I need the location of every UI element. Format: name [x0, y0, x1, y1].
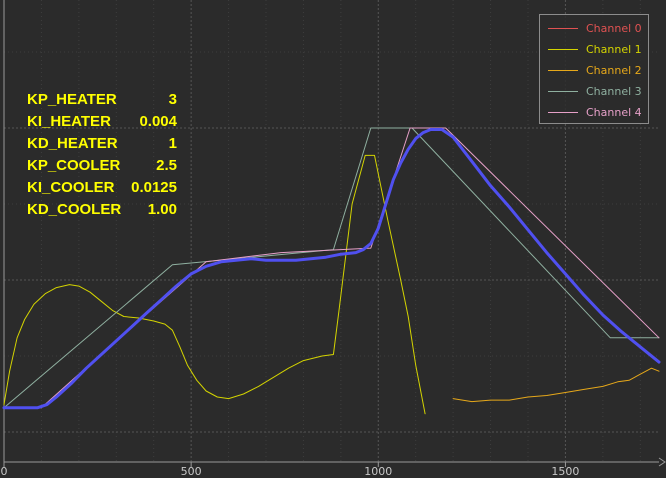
- param-name: KI_HEATER: [27, 113, 111, 130]
- param-value: 3: [168, 91, 177, 108]
- pid-parameters: KP_HEATER 3 KI_HEATER 0.004 KD_HEATER 1 …: [27, 89, 177, 221]
- x-axis-arrow: [658, 457, 666, 467]
- legend-label: Channel 2: [586, 64, 642, 77]
- param-row: KD_COOLER 1.00: [27, 199, 177, 221]
- param-value: 0.0125: [131, 179, 177, 196]
- chart-legend: Channel 0 Channel 1 Channel 2 Channel 3 …: [539, 14, 649, 124]
- param-row: KD_HEATER 1: [27, 133, 177, 155]
- param-value: 2.5: [156, 157, 177, 174]
- param-value: 1: [168, 135, 177, 152]
- param-row: KP_HEATER 3: [27, 89, 177, 111]
- param-row: KI_HEATER 0.004: [27, 111, 177, 133]
- series-line: [3, 154, 426, 415]
- legend-label: Channel 3: [586, 85, 642, 98]
- series-lines: [2, 127, 661, 415]
- param-name: KD_HEATER: [27, 135, 118, 152]
- legend-label: Channel 4: [586, 106, 642, 119]
- legend-swatch: [548, 49, 578, 50]
- param-value: 0.004: [139, 113, 177, 130]
- x-tick-label: 1000: [364, 465, 392, 478]
- legend-item-channel-3[interactable]: Channel 3: [540, 81, 648, 102]
- axes: [3, 0, 666, 467]
- legend-swatch: [548, 91, 578, 92]
- param-name: KI_COOLER: [27, 179, 115, 196]
- legend-item-channel-4[interactable]: Channel 4: [540, 102, 648, 123]
- series-line: [2, 128, 661, 410]
- series-line: [3, 127, 660, 409]
- x-tick-label: 500: [181, 465, 202, 478]
- legend-item-channel-0[interactable]: Channel 0: [540, 18, 648, 39]
- param-row: KP_COOLER 2.5: [27, 155, 177, 177]
- x-tick-label: 1500: [551, 465, 579, 478]
- legend-swatch: [548, 70, 578, 71]
- legend-label: Channel 0: [586, 22, 642, 35]
- param-name: KP_HEATER: [27, 91, 117, 108]
- legend-swatch: [548, 28, 578, 29]
- legend-label: Channel 1: [586, 43, 642, 56]
- x-tick-label: 0: [1, 465, 8, 478]
- param-name: KD_COOLER: [27, 201, 122, 218]
- param-row: KI_COOLER 0.0125: [27, 177, 177, 199]
- legend-swatch: [548, 112, 578, 113]
- series-line: [452, 367, 660, 403]
- legend-item-channel-2[interactable]: Channel 2: [540, 60, 648, 81]
- param-value: 1.00: [147, 201, 177, 218]
- x-axis-ticks: 0 500 1000 1500: [1, 462, 579, 478]
- legend-item-channel-1[interactable]: Channel 1: [540, 39, 648, 60]
- param-name: KP_COOLER: [27, 157, 121, 174]
